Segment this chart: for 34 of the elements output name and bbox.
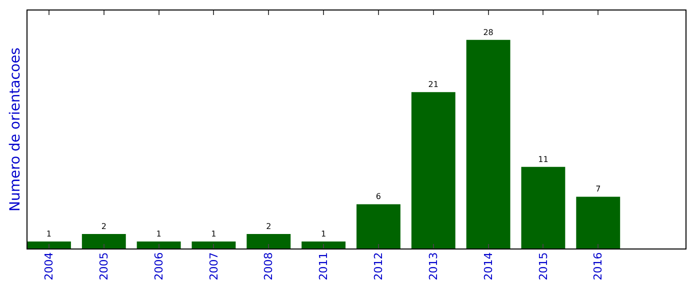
bar (192, 242, 236, 249)
bar (521, 166, 566, 249)
bar (356, 204, 400, 249)
x-tick-label: 2014 (482, 252, 495, 280)
data-label: 2 (266, 222, 272, 232)
x-tick-label: 2008 (262, 252, 276, 280)
data-label: 7 (596, 184, 601, 194)
data-label: 1 (156, 230, 162, 239)
bar (246, 234, 291, 249)
x-tick-label: 2004 (42, 252, 56, 280)
x-tick-label: 2007 (207, 252, 220, 280)
data-label: 28 (483, 28, 494, 37)
y-axis-title: Numero de orientacoes (8, 48, 24, 212)
bar (27, 242, 71, 249)
bar (576, 196, 620, 249)
data-label: 21 (428, 80, 438, 90)
x-tick-label: 2006 (152, 252, 166, 280)
data-label: 1 (211, 230, 216, 239)
bar (411, 92, 456, 249)
data-label: 2 (101, 222, 106, 232)
data-label: 11 (538, 154, 548, 164)
x-tick-label: 2016 (592, 252, 605, 280)
bar (136, 242, 181, 249)
x-tick-label: 2011 (317, 252, 330, 280)
bar (82, 234, 126, 249)
x-tick-label: 2005 (97, 252, 110, 280)
x-tick-label: 2015 (536, 252, 550, 280)
x-tick-label: 2012 (372, 252, 386, 280)
data-label: 1 (321, 230, 326, 239)
bar (466, 40, 510, 249)
bar (302, 242, 346, 249)
data-label: 6 (376, 192, 382, 202)
x-tick-label: 2013 (426, 252, 440, 280)
data-label: 1 (46, 230, 52, 239)
